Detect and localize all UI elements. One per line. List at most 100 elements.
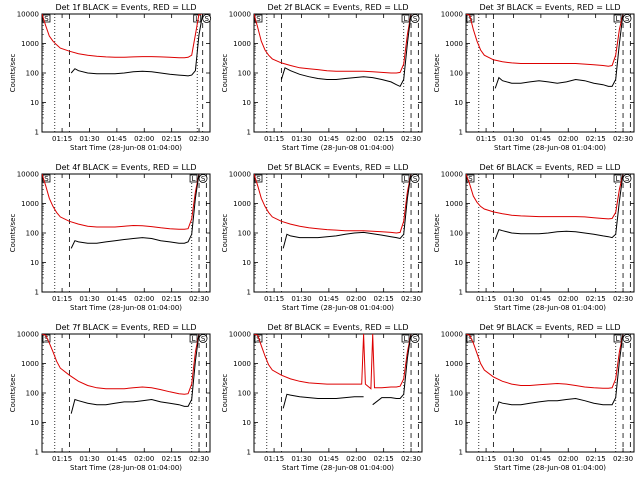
- y-axis-label: Counts/sec: [221, 374, 229, 413]
- x-tick-label: 02:00: [134, 455, 154, 463]
- series-lld-line: [254, 174, 412, 234]
- series-lld-line: [466, 334, 624, 389]
- x-tick-label: 02:15: [586, 455, 606, 463]
- y-tick-label: 10: [242, 99, 251, 107]
- series-lld-line: [466, 174, 624, 220]
- x-tick-label: 01:15: [264, 135, 284, 143]
- x-tick-label: 02:00: [134, 295, 154, 303]
- right-circle-marker-label: S: [625, 335, 630, 343]
- chart-title: Det 4f BLACK = Events, RED = LLD: [55, 163, 196, 172]
- left-marker-label: S: [44, 15, 49, 23]
- y-tick-label: 10: [30, 259, 39, 267]
- y-tick-label: 1000: [21, 200, 39, 208]
- y-tick-label: 10000: [441, 331, 463, 339]
- chart-panel-3: Det 3f BLACK = Events, RED = LLD10000100…: [433, 3, 635, 152]
- x-tick-label: 01:45: [107, 295, 127, 303]
- right-circle-marker: [198, 174, 208, 183]
- x-tick-label: 01:15: [52, 135, 72, 143]
- chart-title: Det 2f BLACK = Events, RED = LLD: [267, 3, 408, 12]
- x-tick-label: 01:15: [52, 455, 72, 463]
- right-square-marker: [401, 334, 410, 343]
- chart-title: Det 7f BLACK = Events, RED = LLD: [55, 323, 196, 332]
- chart-panel-1: Det 1f BLACK = Events, RED = LLD10000100…: [9, 3, 212, 152]
- x-tick-label: 01:45: [531, 135, 551, 143]
- x-axis-label: Start Time (28-Jun-08 01:04:00): [70, 144, 182, 152]
- y-tick-label: 1: [247, 449, 251, 457]
- left-marker-label: S: [468, 175, 473, 183]
- series-events-line: [280, 14, 412, 88]
- x-tick-label: 02:15: [162, 135, 182, 143]
- chart-title: Det 3f BLACK = Events, RED = LLD: [479, 3, 620, 12]
- right-circle-marker-label: S: [413, 15, 418, 23]
- x-tick-label: 01:30: [503, 135, 523, 143]
- right-square-marker: [613, 174, 622, 183]
- x-tick-label: 02:15: [374, 455, 394, 463]
- y-axis-label: Counts/sec: [9, 214, 17, 253]
- y-tick-label: 10000: [17, 171, 39, 179]
- y-tick-label: 10: [454, 99, 463, 107]
- y-tick-label: 100: [450, 230, 463, 238]
- right-circle-marker: [622, 174, 632, 183]
- x-tick-label: 01:15: [264, 455, 284, 463]
- y-tick-label: 10000: [17, 11, 39, 19]
- x-tick-label: 01:45: [319, 295, 339, 303]
- x-tick-label: 01:30: [291, 295, 311, 303]
- y-tick-label: 1: [459, 449, 463, 457]
- y-axis-label: Counts/sec: [9, 54, 17, 93]
- x-tick-label: 01:45: [531, 295, 551, 303]
- x-tick-label: 02:00: [346, 295, 366, 303]
- y-tick-label: 10000: [441, 171, 463, 179]
- right-square-marker-label: L: [616, 335, 620, 343]
- x-tick-label: 02:30: [613, 455, 633, 463]
- series-events-line: [70, 14, 204, 77]
- x-axis-label: Start Time (28-Jun-08 01:04:00): [282, 304, 394, 312]
- right-circle-marker-label: S: [625, 15, 630, 23]
- chart-title: Det 9f BLACK = Events, RED = LLD: [479, 323, 620, 332]
- x-tick-label: 02:00: [558, 455, 578, 463]
- x-tick-label: 02:15: [374, 295, 394, 303]
- y-tick-label: 1000: [233, 200, 251, 208]
- y-tick-label: 100: [450, 390, 463, 398]
- x-tick-label: 01:30: [291, 455, 311, 463]
- series-events-line: [70, 174, 200, 249]
- right-circle-marker-label: S: [204, 15, 209, 23]
- left-marker-label: S: [256, 15, 261, 23]
- series-lld-line: [254, 14, 412, 74]
- y-axis-label: Counts/sec: [433, 374, 441, 413]
- x-tick-label: 01:45: [107, 455, 127, 463]
- right-square-marker-label: L: [404, 175, 408, 183]
- right-circle-marker: [410, 174, 420, 183]
- right-circle-marker-label: S: [413, 175, 418, 183]
- x-tick-label: 02:30: [189, 455, 209, 463]
- left-marker-label: S: [468, 335, 473, 343]
- right-circle-marker-label: S: [625, 175, 630, 183]
- right-square-marker: [189, 334, 198, 343]
- y-tick-label: 1000: [445, 40, 463, 48]
- x-axis-label: Start Time (28-Jun-08 01:04:00): [70, 304, 182, 312]
- right-circle-marker: [202, 14, 212, 23]
- y-tick-label: 1: [247, 289, 251, 297]
- x-tick-label: 01:15: [476, 455, 496, 463]
- chart-panel-2: Det 2f BLACK = Events, RED = LLD10000100…: [221, 3, 423, 152]
- x-tick-label: 02:30: [401, 135, 421, 143]
- x-tick-label: 02:00: [346, 455, 366, 463]
- x-tick-label: 01:30: [291, 135, 311, 143]
- y-tick-label: 100: [450, 70, 463, 78]
- x-tick-label: 02:15: [162, 295, 182, 303]
- right-square-marker: [613, 14, 622, 23]
- x-tick-label: 02:00: [558, 295, 578, 303]
- right-circle-marker: [410, 334, 420, 343]
- series-events-line: [282, 174, 412, 249]
- y-axis-label: Counts/sec: [221, 54, 229, 93]
- x-tick-label: 01:15: [476, 295, 496, 303]
- x-axis-label: Start Time (28-Jun-08 01:04:00): [494, 304, 606, 312]
- x-tick-label: 01:15: [476, 135, 496, 143]
- series-events-line: [70, 334, 200, 414]
- chart-panel-9: Det 9f BLACK = Events, RED = LLD 10000 100…: [433, 323, 635, 472]
- x-tick-label: 01:45: [107, 135, 127, 143]
- y-tick-label: 1: [35, 289, 39, 297]
- y-tick-label: 1000: [21, 360, 39, 368]
- y-tick-label: 1: [35, 449, 39, 457]
- right-square-marker: [401, 14, 410, 23]
- x-tick-label: 01:15: [52, 295, 72, 303]
